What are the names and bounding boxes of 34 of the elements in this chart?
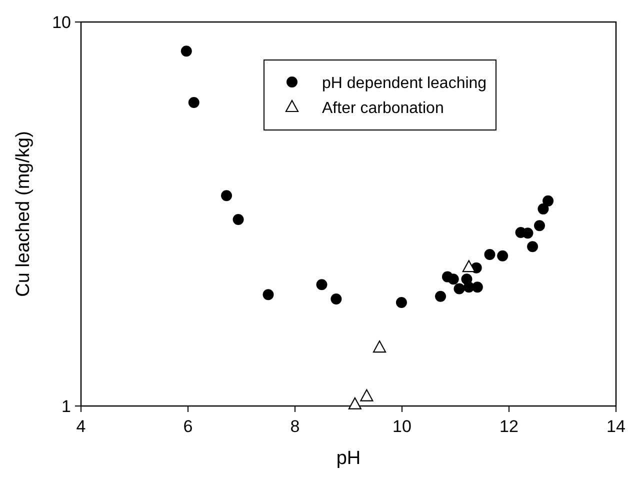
point [527, 241, 538, 252]
x-tick-label: 12 [500, 417, 518, 436]
legend-label: After carbonation [322, 100, 444, 117]
point [435, 290, 446, 302]
point [448, 274, 459, 285]
point [472, 282, 483, 293]
point [262, 289, 274, 300]
x-tick-label: 8 [290, 417, 300, 436]
legend-label: pH dependent leaching [322, 75, 487, 92]
x-axis-title: pH [336, 448, 361, 469]
point [462, 260, 476, 272]
point [221, 190, 232, 202]
point [484, 249, 496, 260]
x-tick-label: 6 [183, 417, 193, 436]
y-axis-title: Cu leached (mg/kg) [13, 131, 34, 297]
point [348, 397, 362, 410]
point [454, 283, 465, 294]
point [180, 46, 192, 57]
x-tick-label: 14 [606, 417, 626, 436]
point [232, 214, 244, 225]
point [522, 228, 534, 239]
point [497, 250, 508, 262]
y-tick-label: 1 [62, 397, 71, 416]
point [316, 279, 328, 290]
point [542, 195, 554, 206]
point [538, 203, 549, 214]
x-tick-label: 10 [392, 417, 412, 436]
point [330, 293, 342, 304]
point [534, 220, 545, 232]
x-tick-label: 4 [76, 417, 86, 436]
point [396, 297, 407, 308]
point [188, 97, 200, 108]
point [360, 389, 374, 402]
point [372, 340, 386, 353]
